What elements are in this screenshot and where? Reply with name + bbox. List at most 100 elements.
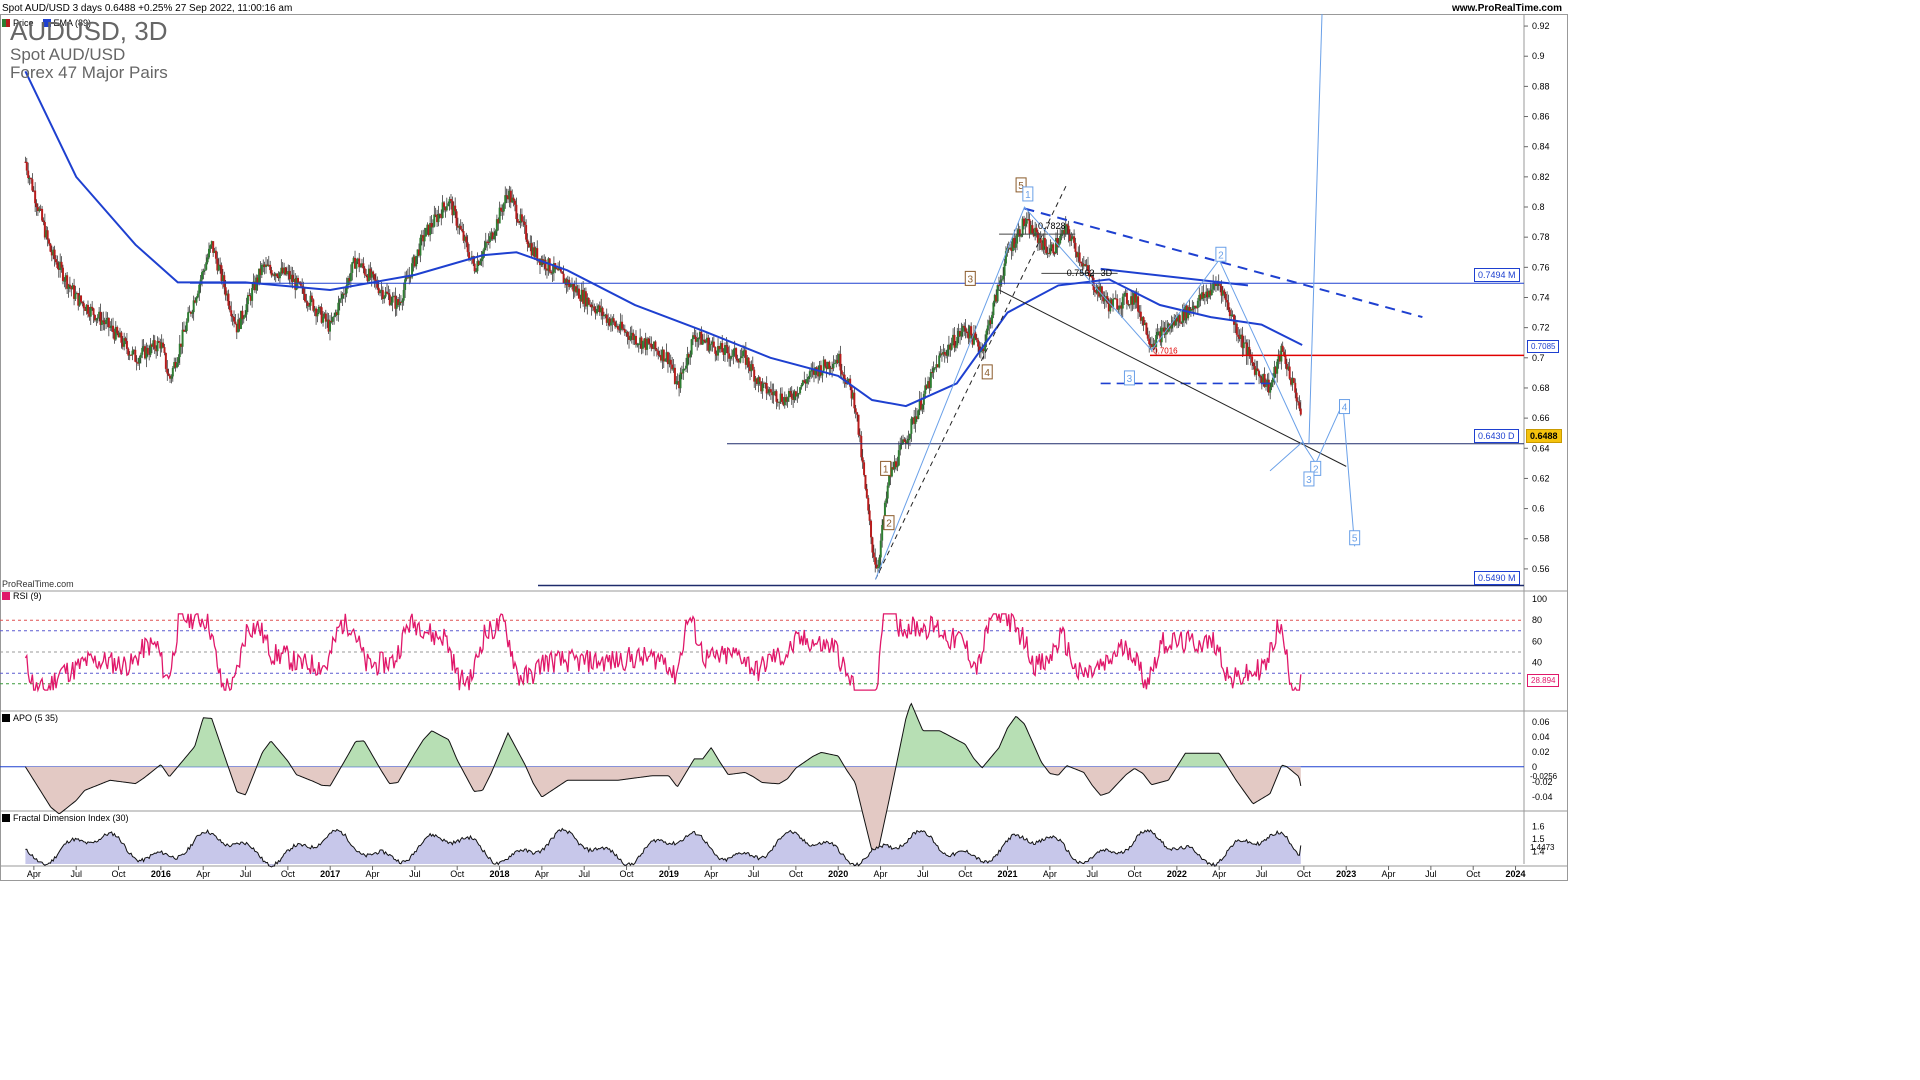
candle-body — [1039, 238, 1042, 243]
candle-body — [512, 197, 515, 201]
candle-body — [188, 311, 191, 313]
candle-body — [184, 331, 187, 333]
candle-body — [167, 373, 170, 376]
candle-body — [718, 346, 721, 350]
candle-body — [455, 211, 458, 226]
rsi-line — [24, 612, 1302, 693]
price-tick-1: 0.9 — [1532, 51, 1545, 61]
legend-rsi[interactable]: RSI (9) — [2, 591, 42, 601]
candle-body — [668, 359, 671, 365]
apo-tick-3: 0 — [1532, 762, 1537, 772]
legend-fdi-label: Fractal Dimension Index (30) — [13, 813, 129, 823]
candle-body — [570, 284, 573, 286]
candle-body — [814, 367, 817, 375]
candle-body — [312, 299, 315, 311]
candle-body — [495, 219, 498, 232]
candle-body — [1091, 275, 1094, 278]
candle-body — [308, 305, 311, 307]
candle-body — [765, 383, 768, 394]
candle-body — [985, 330, 988, 343]
candle-body — [99, 311, 102, 325]
candle-body — [1290, 378, 1293, 385]
candle-body — [863, 462, 866, 475]
candle-body — [88, 313, 91, 317]
candle-body — [609, 322, 612, 326]
x-tick-19: 2020 — [828, 869, 848, 879]
candle-body — [176, 362, 179, 368]
candle-body — [767, 392, 770, 394]
candle-body — [127, 348, 130, 356]
candle-body — [1245, 342, 1248, 356]
candle-body — [448, 199, 451, 204]
legend-apo[interactable]: APO (5 35) — [2, 713, 58, 723]
candle-body — [803, 380, 806, 382]
level-label-2[interactable]: 0.5490 M — [1474, 571, 1520, 585]
candle-body — [622, 328, 625, 330]
candle-body — [1130, 296, 1133, 305]
candle-body — [772, 391, 775, 396]
wave-secondary-box — [1349, 530, 1361, 546]
wave-primary-box — [1015, 177, 1027, 193]
wave-secondary-label-7: 3 — [1306, 475, 1312, 486]
candle-body — [619, 321, 622, 330]
candle-body — [102, 320, 105, 323]
candle-body — [309, 295, 312, 306]
candle-body — [701, 339, 704, 345]
price-tick-10: 0.72 — [1532, 323, 1550, 333]
candle-body — [717, 346, 720, 356]
candle-body — [248, 295, 251, 297]
level-label-0[interactable]: 0.7494 M — [1474, 268, 1520, 282]
candle-body — [66, 275, 69, 289]
candle-body — [56, 262, 59, 268]
candle-body — [1003, 263, 1006, 276]
legend-fdi[interactable]: Fractal Dimension Index (30) — [2, 813, 129, 823]
candle-body — [1287, 366, 1290, 370]
level-label-1[interactable]: 0.6430 D — [1474, 429, 1519, 443]
candle-body — [580, 289, 583, 302]
rsi-tick-2: 60 — [1532, 636, 1542, 646]
candle-body — [829, 367, 832, 369]
candle-body — [597, 305, 600, 309]
candle-body — [1196, 300, 1199, 308]
candle-body — [607, 318, 610, 323]
site-link[interactable]: www.ProRealTime.com — [1451, 3, 1562, 14]
candle-body — [842, 374, 845, 376]
candle-body — [883, 502, 886, 520]
candle-body — [354, 257, 357, 269]
candle-body — [386, 291, 389, 294]
fdi-tick-1: 1.5 — [1532, 834, 1545, 844]
candle-body — [1274, 366, 1277, 374]
candle-body — [462, 231, 465, 241]
candle-body — [384, 291, 387, 297]
candle-body — [120, 332, 123, 343]
candle-body — [1216, 283, 1219, 286]
candle-body — [1106, 296, 1109, 303]
dashed-uptrend — [875, 184, 1068, 580]
candle-body — [801, 380, 804, 385]
candle-body — [605, 314, 608, 323]
candle-body — [991, 315, 994, 324]
candle-body — [1113, 298, 1116, 300]
candle-body — [468, 252, 471, 260]
candle-body — [1230, 314, 1233, 317]
chart-title: AUDUSD, 3D — [10, 16, 168, 46]
candle-body — [625, 332, 628, 334]
candle-body — [419, 237, 422, 256]
price-tick-11: 0.7 — [1532, 353, 1545, 363]
candle-body — [1283, 351, 1286, 356]
candle-body — [1085, 265, 1088, 267]
candle-body — [943, 351, 946, 355]
candle-body — [879, 540, 882, 558]
candle-body — [822, 359, 825, 371]
candle-body — [800, 384, 803, 388]
price-tick-13: 0.66 — [1532, 413, 1550, 423]
candle-body — [444, 206, 447, 211]
candle-body — [130, 354, 133, 356]
candle-body — [1189, 308, 1192, 312]
candle-body — [858, 434, 861, 436]
legend-price[interactable]: Price EMA (89) — [2, 18, 91, 28]
rsi-value-badge: 28.894 — [1527, 674, 1560, 687]
candle-body — [965, 331, 968, 334]
candle-body — [590, 304, 593, 308]
candle-body — [704, 341, 707, 343]
